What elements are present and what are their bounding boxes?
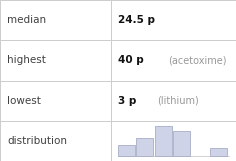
- Text: median: median: [7, 15, 46, 25]
- Bar: [118, 145, 135, 156]
- Text: (acetoxime): (acetoxime): [168, 55, 227, 65]
- Text: highest: highest: [7, 55, 46, 65]
- Text: 40 p: 40 p: [118, 55, 144, 65]
- Text: 24.5 p: 24.5 p: [118, 15, 155, 25]
- Bar: [136, 138, 153, 156]
- Bar: [173, 131, 190, 156]
- Text: lowest: lowest: [7, 96, 41, 106]
- Text: 3 p: 3 p: [118, 96, 136, 106]
- Bar: [211, 148, 228, 156]
- Text: distribution: distribution: [7, 136, 67, 146]
- Bar: [155, 126, 172, 156]
- Text: (lithium): (lithium): [157, 96, 198, 106]
